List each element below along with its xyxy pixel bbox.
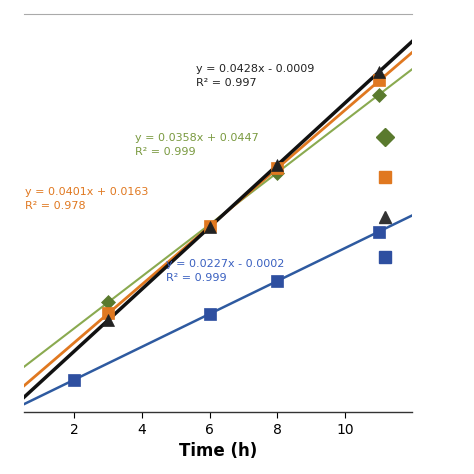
Text: y = 0.0428x - 0.0009
R² = 0.997: y = 0.0428x - 0.0009 R² = 0.997 (196, 64, 314, 88)
X-axis label: Time (h): Time (h) (179, 442, 257, 460)
Text: y = 0.0401x + 0.0163
R² = 0.978: y = 0.0401x + 0.0163 R² = 0.978 (26, 187, 149, 211)
Text: y = 0.0358x + 0.0447
R² = 0.999: y = 0.0358x + 0.0447 R² = 0.999 (135, 133, 259, 156)
Text: y = 0.0227x - 0.0002
R² = 0.999: y = 0.0227x - 0.0002 R² = 0.999 (165, 259, 284, 283)
